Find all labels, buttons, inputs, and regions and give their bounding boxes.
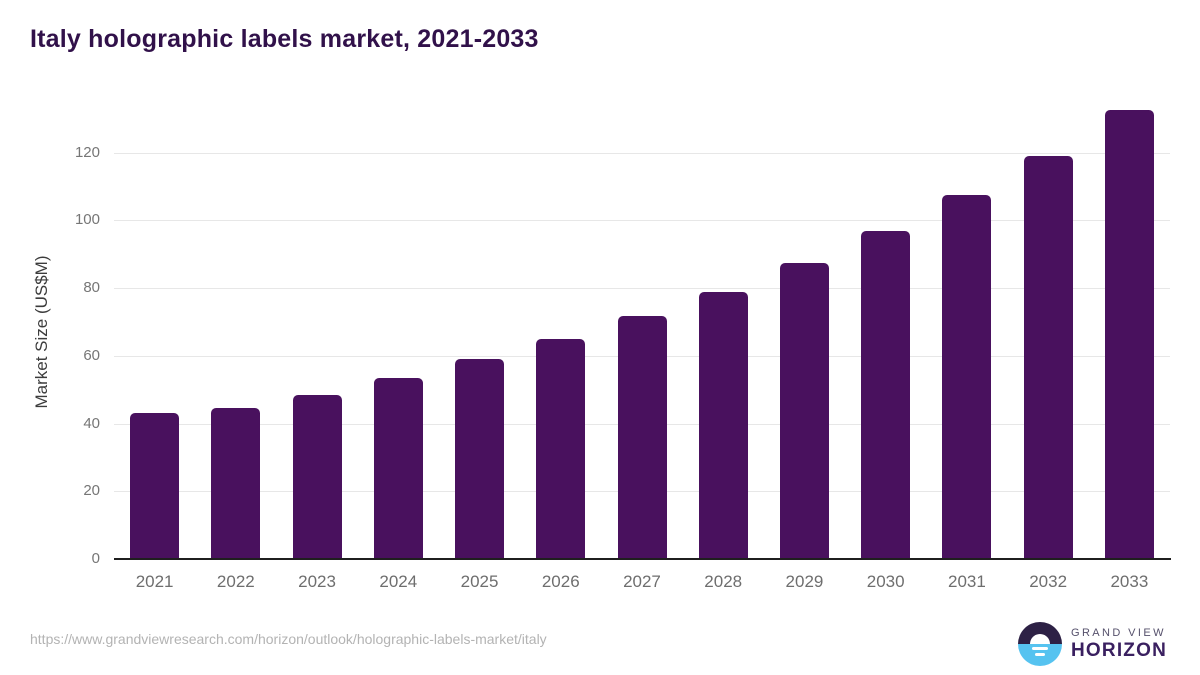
x-tick-label-2029: 2029 [785,572,824,591]
bar-2033 [1104,110,1154,559]
x-tick-label-2031: 2031 [947,572,986,591]
x-tick-label-2024: 2024 [379,572,418,591]
x-tick-label-2023: 2023 [298,572,336,591]
y-tick-label-40: 40 [83,414,100,432]
gridline-y120 [114,152,1170,154]
horizon-sun-icon [1018,622,1062,666]
brand-logo: GRAND VIEW HORIZON [1018,622,1167,666]
sun-reflection-line [1032,647,1048,650]
logo-product-name: HORIZON [1071,639,1168,661]
sun-reflection-line [1035,653,1045,656]
y-tick-label-80: 80 [83,279,100,296]
y-tick-label-100: 100 [74,211,100,229]
bar-2022 [211,407,261,559]
bar-2031 [942,194,992,559]
x-tick-label-2030: 2030 [866,572,905,591]
gridline-y100 [114,220,1170,222]
x-tick-label-2021: 2021 [135,572,174,591]
bar-2026 [536,339,586,559]
x-tick-label-2022: 2022 [216,572,255,591]
y-tick-label-0: 0 [91,550,100,567]
bar-2024 [373,377,423,559]
logo-text: GRAND VIEW HORIZON [1071,627,1167,662]
logo-company-name: GRAND VIEW [1071,626,1166,639]
y-tick-label-20: 20 [83,482,100,500]
bar-2029 [779,262,829,559]
bar-2028 [698,291,748,559]
bar-2027 [617,316,667,559]
x-tick-label-2032: 2032 [1029,572,1068,591]
x-axis-line [114,558,1171,560]
x-tick-label-2025: 2025 [460,572,499,591]
chart-title: Italy holographic labels market, 2021-20… [30,25,539,53]
y-tick-label-120: 120 [74,143,100,161]
x-tick-label-2027: 2027 [623,572,661,591]
bar-2025 [455,359,505,559]
y-tick-label-60: 60 [83,346,100,364]
gridline-y80 [114,288,1170,289]
x-tick-label-2028: 2028 [704,572,743,591]
source-url: https://www.grandviewresearch.com/horizo… [30,631,547,647]
sun-shape [1030,634,1050,644]
bar-2032 [1023,156,1073,559]
x-tick-label-2026: 2026 [541,572,580,591]
bar-2023 [292,395,342,559]
bar-2021 [130,413,180,559]
bar-2030 [861,231,911,559]
x-tick-label-2033: 2033 [1110,572,1149,591]
